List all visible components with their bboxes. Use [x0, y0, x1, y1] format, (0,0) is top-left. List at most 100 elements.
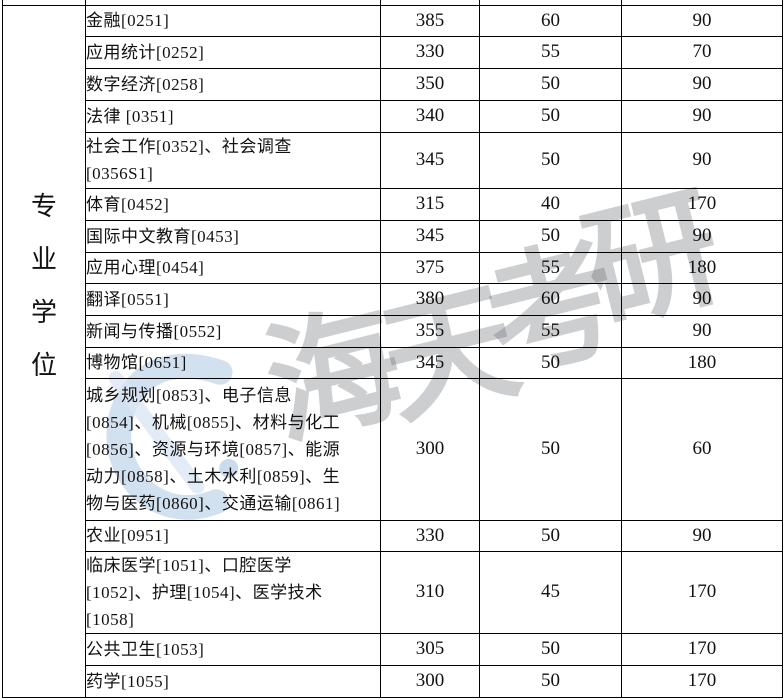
program-line: 社会工作[0352]、社会调查 — [86, 137, 292, 156]
program-line: 药学[1055] — [86, 671, 170, 691]
score-cell: 60 — [479, 282, 622, 316]
program-line: [0854]、机械[0855]、材料与化工 — [86, 412, 341, 432]
table-row: 新闻与传播[0552] 355 55 90 — [3, 314, 783, 348]
program-line: 国际中文教育[0453] — [86, 226, 240, 246]
table-row: 城乡规划[0853]、电子信息 [0854]、机械[0855]、材料与化工 [085… — [3, 377, 783, 521]
score-cell: 90 — [621, 4, 783, 37]
score-cell: 90 — [621, 99, 783, 133]
score-cell: 90 — [621, 131, 783, 189]
program-cell: 城乡规划[0853]、电子信息 [0854]、机械[0855]、材料与化工 [085… — [85, 377, 381, 521]
score-cell: 50 — [479, 99, 622, 133]
score-cell: 50 — [479, 219, 622, 253]
category-char: 位 — [30, 350, 57, 380]
table-row: 翻译[0551] 380 60 90 — [3, 282, 783, 316]
category-cell: 专业学位 — [2, 4, 86, 698]
program-line: [0856]、资源与环境[0857]、能源 — [86, 439, 341, 459]
program-cell: 新闻与传播[0552] — [85, 314, 381, 348]
score-cell: 60 — [621, 377, 783, 521]
score-cell: 380 — [380, 282, 480, 316]
program-line: [1052]、护理[1054]、医学技术 — [86, 582, 323, 602]
score-cell: 180 — [621, 346, 783, 379]
program-cell: 应用统计[0252] — [85, 35, 381, 69]
program-line: 体育[0452] — [86, 194, 170, 214]
program-cell: 公共卫生[1053] — [85, 632, 381, 666]
table-row: 数字经济[0258] 350 50 90 — [3, 67, 783, 101]
table-row: 应用心理[0454] 375 55 180 — [3, 251, 783, 284]
program-cell: 法律 [0351] — [85, 99, 381, 133]
score-cell: 90 — [621, 282, 783, 316]
table-row: 应用统计[0252] 330 55 70 — [3, 35, 783, 69]
program-cell: 临床医学[1051]、口腔医学 [1052]、护理[1054]、医学技术 [1058… — [85, 550, 381, 634]
score-cell: 345 — [380, 131, 480, 189]
score-cell: 385 — [380, 4, 480, 37]
program-cell: 社会工作[0352]、社会调查 [0356S1] — [85, 131, 381, 189]
table-row: 专业学位金融[0251] 385 60 90 — [2, 4, 783, 698]
program-line: 博物馆[0651] — [86, 353, 187, 372]
score-cell: 70 — [621, 35, 783, 69]
score-cell: 40 — [479, 187, 622, 221]
table-row: 药学[1055] 300 50 170 — [3, 664, 783, 698]
score-cell: 90 — [621, 314, 783, 348]
score-cell: 180 — [621, 251, 783, 284]
table-row: 博物馆[0651] 345 50 180 — [3, 346, 783, 379]
program-line: 新闻与传播[0552] — [86, 321, 222, 341]
score-cell: 90 — [621, 67, 783, 101]
score-cell: 300 — [380, 377, 480, 521]
program-cell: 农业[0951] — [85, 519, 381, 552]
program-cell: 应用心理[0454] — [85, 251, 381, 284]
score-cell: 315 — [380, 187, 480, 221]
score-cell: 90 — [621, 519, 783, 552]
category-char: 专 — [30, 191, 57, 221]
program-line: 临床医学[1051]、口腔医学 — [86, 555, 292, 575]
program-line: 公共卫生[1053] — [86, 639, 205, 659]
table-row: 法律 [0351] 340 50 90 — [3, 99, 783, 133]
score-cell: 305 — [380, 632, 480, 666]
program-line: 数字经济[0258] — [86, 74, 205, 94]
table-row: 临床医学[1051]、口腔医学 [1052]、护理[1054]、医学技术 [1058… — [3, 550, 783, 634]
score-cell: 55 — [479, 314, 622, 348]
score-cell: 340 — [380, 99, 480, 133]
program-cell: 博物馆[0651] — [85, 346, 381, 379]
program-line: 农业[0951] — [86, 526, 170, 545]
score-cell: 310 — [380, 550, 480, 634]
score-cell: 50 — [479, 377, 622, 521]
program-cell: 药学[1055] — [85, 664, 381, 698]
program-line: 动力[0858]、土木水利[0859]、生 — [86, 466, 341, 486]
program-line: 城乡规划[0853]、电子信息 — [86, 385, 292, 405]
score-cell: 60 — [479, 4, 622, 37]
program-line: 法律 [0351] — [86, 106, 175, 126]
program-line: 金融[0251] — [86, 11, 170, 30]
score-cell: 345 — [380, 219, 480, 253]
score-cell: 170 — [621, 632, 783, 666]
score-cell: 50 — [479, 131, 622, 189]
score-cell: 50 — [479, 519, 622, 552]
score-cell: 50 — [479, 67, 622, 101]
program-line: [0356S1] — [86, 164, 154, 183]
program-cell: 翻译[0551] — [85, 282, 381, 316]
program-cell: 体育[0452] — [85, 187, 381, 221]
score-cell: 55 — [479, 35, 622, 69]
score-cell: 50 — [479, 632, 622, 666]
program-line: 应用统计[0252] — [86, 42, 205, 62]
score-cell: 330 — [380, 35, 480, 69]
score-cell: 345 — [380, 346, 480, 379]
program-line: 应用心理[0454] — [86, 258, 205, 277]
score-cell: 45 — [479, 550, 622, 634]
table-row: 社会工作[0352]、社会调查 [0356S1] 345 50 90 — [3, 131, 783, 189]
program-line: 物与医药[0860]、交通运输[0861] — [86, 493, 341, 513]
table-row: 农业[0951] 330 50 90 — [3, 519, 783, 552]
score-cell: 170 — [621, 664, 783, 698]
program-line: 翻译[0551] — [86, 289, 170, 309]
program-cell: 国际中文教育[0453] — [85, 219, 381, 253]
score-cell: 55 — [479, 251, 622, 284]
program-cell: 金融[0251] — [85, 4, 381, 37]
program-cell: 数字经济[0258] — [85, 67, 381, 101]
score-cell: 375 — [380, 251, 480, 284]
score-cell: 50 — [479, 664, 622, 698]
category-char: 学 — [30, 297, 57, 327]
category-char: 业 — [30, 244, 57, 274]
table-row: 公共卫生[1053] 305 50 170 — [3, 632, 783, 666]
